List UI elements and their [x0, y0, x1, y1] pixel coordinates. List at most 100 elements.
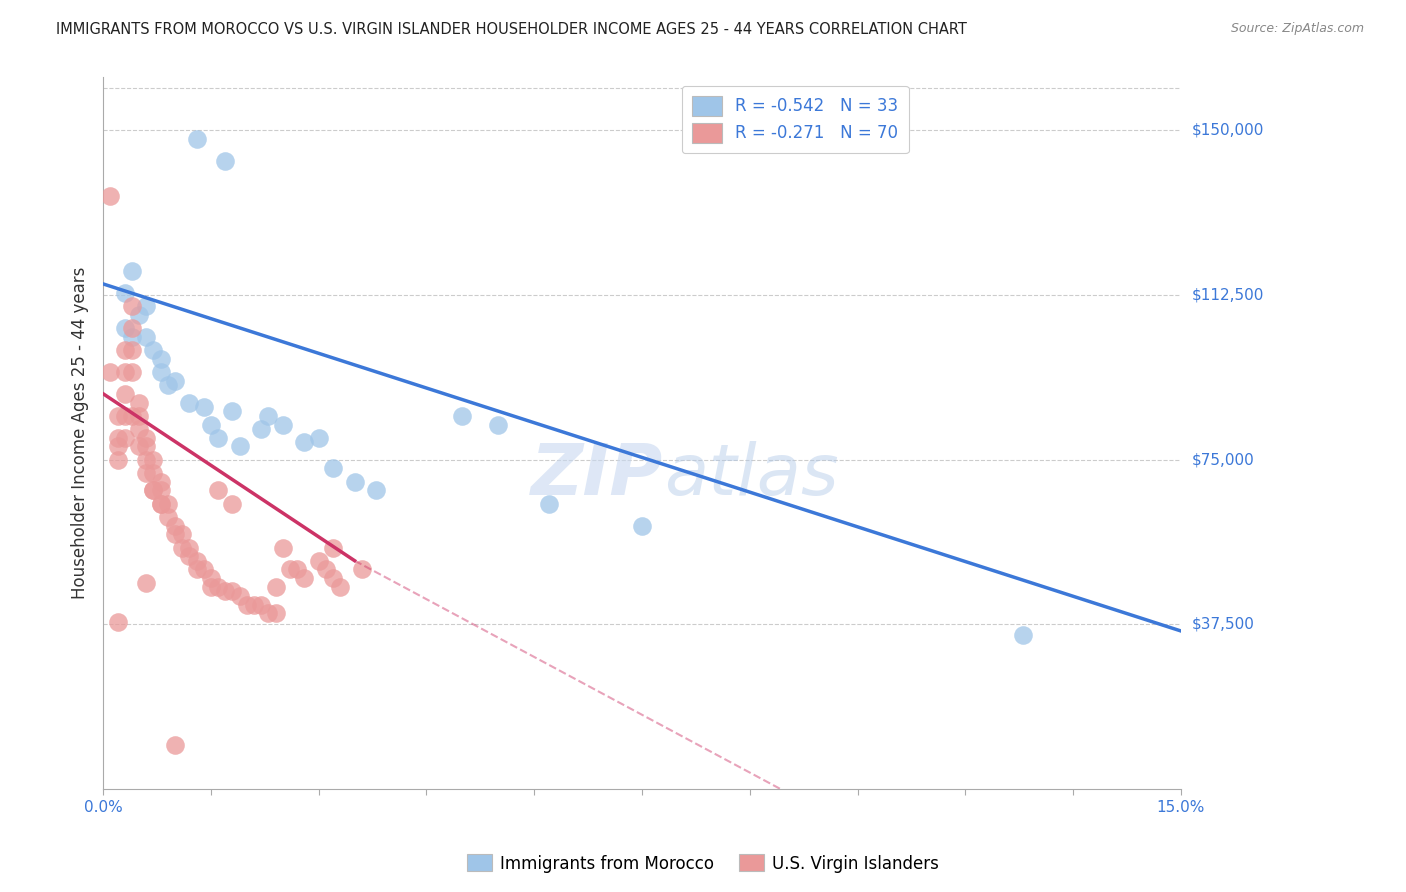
Point: [107, 440, 129, 454]
Point: [1012, 628, 1035, 642]
Point: [142, 452, 165, 467]
Point: [207, 580, 229, 594]
Point: [486, 417, 509, 432]
Point: [128, 308, 150, 322]
Point: [322, 541, 344, 555]
Point: [631, 518, 654, 533]
Point: [163, 527, 186, 541]
Point: [264, 580, 287, 594]
Point: [142, 343, 165, 357]
Point: [107, 409, 129, 423]
Point: [236, 598, 259, 612]
Point: [207, 431, 229, 445]
Point: [114, 321, 136, 335]
Point: [186, 132, 208, 146]
Point: [366, 483, 388, 498]
Point: [163, 374, 186, 388]
Point: [322, 571, 344, 585]
Text: IMMIGRANTS FROM MOROCCO VS U.S. VIRGIN ISLANDER HOUSEHOLDER INCOME AGES 25 - 44 : IMMIGRANTS FROM MOROCCO VS U.S. VIRGIN I…: [56, 22, 967, 37]
Point: [156, 497, 179, 511]
Point: [243, 598, 266, 612]
Text: $150,000: $150,000: [1192, 123, 1264, 137]
Point: [200, 580, 222, 594]
Point: [257, 607, 280, 621]
Text: atlas: atlas: [664, 442, 838, 510]
Point: [128, 409, 150, 423]
Point: [193, 562, 215, 576]
Point: [149, 497, 172, 511]
Point: [200, 571, 222, 585]
Point: [308, 431, 330, 445]
Point: [221, 584, 243, 599]
Point: [142, 466, 165, 480]
Point: [121, 329, 143, 343]
Point: [193, 400, 215, 414]
Point: [135, 431, 157, 445]
Point: [135, 440, 157, 454]
Point: [149, 475, 172, 489]
Text: $75,000: $75,000: [1192, 452, 1254, 467]
Point: [163, 738, 186, 752]
Point: [121, 299, 143, 313]
Point: [228, 440, 250, 454]
Point: [214, 584, 236, 599]
Point: [114, 343, 136, 357]
Point: [163, 518, 186, 533]
Point: [285, 562, 308, 576]
Point: [278, 562, 301, 576]
Point: [107, 452, 129, 467]
Y-axis label: Householder Income Ages 25 - 44 years: Householder Income Ages 25 - 44 years: [72, 267, 89, 599]
Point: [250, 422, 273, 436]
Point: [537, 497, 560, 511]
Point: [186, 554, 208, 568]
Legend: Immigrants from Morocco, U.S. Virgin Islanders: Immigrants from Morocco, U.S. Virgin Isl…: [460, 847, 946, 880]
Point: [135, 299, 157, 313]
Point: [179, 395, 201, 409]
Point: [156, 509, 179, 524]
Point: [114, 365, 136, 379]
Point: [156, 378, 179, 392]
Point: [135, 466, 157, 480]
Point: [128, 395, 150, 409]
Point: [114, 285, 136, 300]
Point: [121, 365, 143, 379]
Point: [264, 607, 287, 621]
Point: [271, 417, 294, 432]
Point: [451, 409, 474, 423]
Point: [98, 365, 121, 379]
Point: [121, 343, 143, 357]
Point: [329, 580, 352, 594]
Point: [135, 452, 157, 467]
Point: [315, 562, 337, 576]
Point: [135, 575, 157, 590]
Point: [149, 365, 172, 379]
Point: [308, 554, 330, 568]
Text: $37,500: $37,500: [1192, 617, 1256, 632]
Point: [128, 422, 150, 436]
Point: [207, 483, 229, 498]
Point: [142, 483, 165, 498]
Point: [114, 409, 136, 423]
Point: [221, 497, 243, 511]
Point: [221, 404, 243, 418]
Point: [114, 386, 136, 401]
Point: [135, 329, 157, 343]
Point: [149, 497, 172, 511]
Point: [107, 615, 129, 630]
Legend: R = -0.542   N = 33, R = -0.271   N = 70: R = -0.542 N = 33, R = -0.271 N = 70: [682, 86, 908, 153]
Point: [128, 440, 150, 454]
Point: [186, 562, 208, 576]
Point: [343, 475, 366, 489]
Point: [292, 435, 315, 450]
Point: [200, 417, 222, 432]
Point: [149, 483, 172, 498]
Text: ZIP: ZIP: [531, 442, 664, 510]
Point: [142, 483, 165, 498]
Point: [107, 431, 129, 445]
Point: [149, 351, 172, 366]
Point: [271, 541, 294, 555]
Point: [322, 461, 344, 475]
Text: $112,500: $112,500: [1192, 287, 1264, 302]
Point: [121, 409, 143, 423]
Text: Source: ZipAtlas.com: Source: ZipAtlas.com: [1230, 22, 1364, 36]
